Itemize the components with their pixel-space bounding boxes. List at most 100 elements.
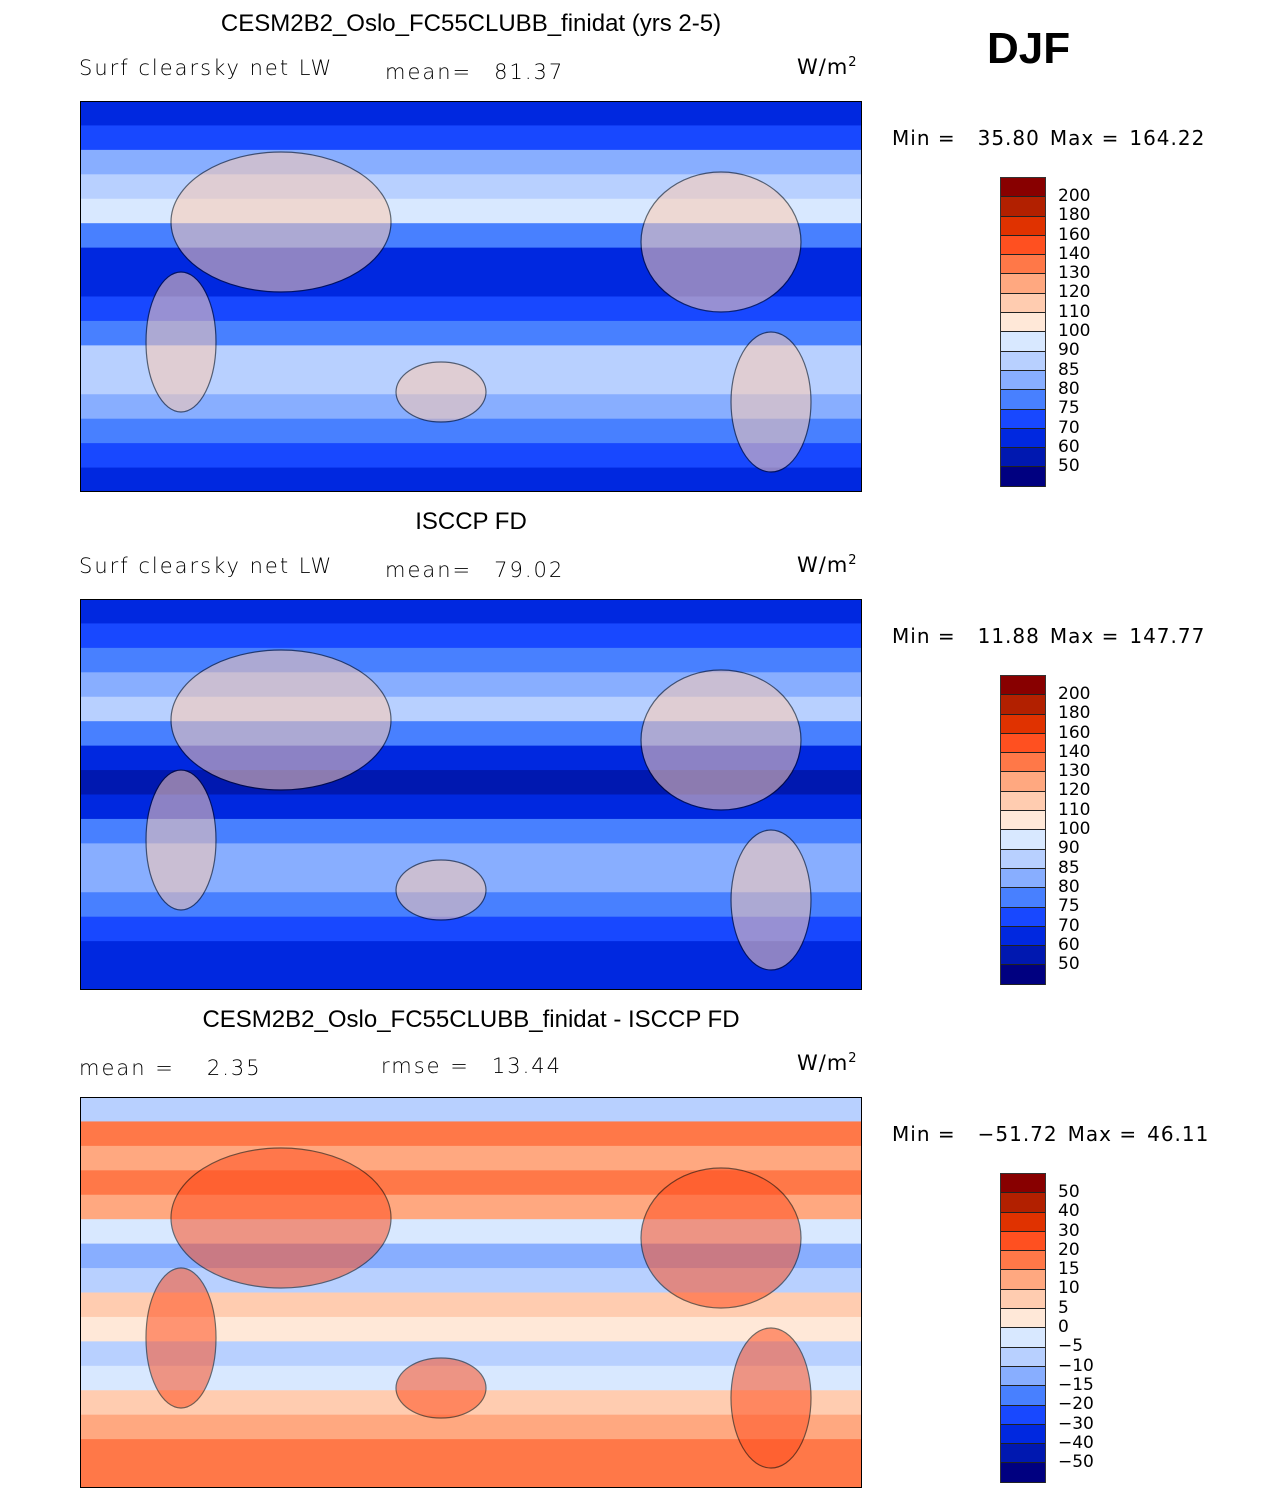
panel-title: CESM2B2_Oslo_FC55CLUBB_finidat (yrs 2-5) xyxy=(220,10,722,37)
colorbar-swatch xyxy=(1001,1193,1045,1213)
colorbar-swatch xyxy=(1001,772,1045,792)
colorbar-swatch xyxy=(1001,1386,1045,1406)
field-band xyxy=(81,916,861,944)
colorbar-swatch xyxy=(1001,428,1045,449)
continent-outline xyxy=(640,171,802,313)
colorbar-swatch xyxy=(1001,695,1045,715)
colorbar-tick-label: 70 xyxy=(1058,915,1080,936)
colorbar-tick-label: 90 xyxy=(1058,838,1080,859)
colorbar-swatch xyxy=(1001,1289,1045,1310)
field-band xyxy=(81,1439,861,1466)
mean-label-text: mean = xyxy=(79,1056,175,1080)
colorbar-swatch xyxy=(1001,274,1045,294)
colorbar-tick-label: 100 xyxy=(1058,321,1091,342)
map-panel xyxy=(80,599,862,990)
colorbar-swatch xyxy=(1001,830,1045,850)
continent-outline xyxy=(145,271,217,413)
colorbar-tick-label: 110 xyxy=(1058,799,1091,820)
colorbar-swatch xyxy=(1001,235,1045,256)
colorbar-swatch xyxy=(1001,332,1045,352)
colorbar-swatch xyxy=(1001,888,1045,908)
colorbar-tick-label: 40 xyxy=(1058,1201,1080,1222)
colorbar-tick-label: 30 xyxy=(1058,1220,1080,1241)
colorbar-tick-label: −30 xyxy=(1058,1413,1094,1434)
colorbar-tick-label: 50 xyxy=(1058,954,1080,975)
units-label: W/m2 xyxy=(797,55,858,79)
colorbar-swatch xyxy=(1001,370,1045,391)
min-max-readout: Min = −51.72 Max = 46.11 xyxy=(892,1122,1210,1146)
field-band xyxy=(81,600,861,626)
colorbar-swatch xyxy=(1001,868,1045,889)
mean-label-text: mean= xyxy=(385,60,473,84)
colorbar-swatch xyxy=(1001,1366,1045,1387)
units-label: W/m2 xyxy=(797,553,858,577)
colorbar-swatch xyxy=(1001,946,1045,966)
continent-outline xyxy=(170,1147,392,1289)
colorbar-swatch xyxy=(1001,448,1045,468)
colorbar-swatch xyxy=(1001,1251,1045,1271)
colorbar-tick-label: 140 xyxy=(1058,741,1091,762)
colorbar-tick-label: 160 xyxy=(1058,224,1091,245)
colorbar-tick-label: 180 xyxy=(1058,703,1091,724)
field-band xyxy=(81,102,861,128)
colorbar-swatch xyxy=(1001,965,1045,985)
season-label: DJF xyxy=(987,24,1071,73)
map-panel xyxy=(80,101,862,492)
min-max-readout: Min = 11.88 Max = 147.77 xyxy=(892,624,1206,648)
colorbar-swatch xyxy=(1001,293,1045,314)
colorbar-swatch xyxy=(1001,811,1045,831)
field-band xyxy=(81,647,861,675)
colorbar-tick-label: 130 xyxy=(1058,761,1091,782)
field-band xyxy=(81,623,861,650)
colorbar-tick-label: 120 xyxy=(1058,780,1091,801)
continent-outline xyxy=(395,1357,487,1419)
colorbar-tick-label: 50 xyxy=(1058,1182,1080,1202)
field-band xyxy=(81,1098,861,1124)
colorbar-swatch xyxy=(1001,390,1045,410)
colorbar-labels: 200 180 160 140 130 120 110 100 90 85 80 75 70 60 50 xyxy=(1058,684,1091,975)
min-max-readout: Min = 35.80 Max = 164.22 xyxy=(892,126,1206,150)
colorbar xyxy=(1000,675,1046,985)
variable-label: Surf clearsky net LW xyxy=(79,56,334,80)
colorbar-tick-label: 60 xyxy=(1058,934,1080,955)
mean-value: 79.02 xyxy=(494,558,565,582)
continent-outline xyxy=(145,1267,217,1409)
colorbar-swatch xyxy=(1001,178,1045,198)
colorbar-tick-label: 120 xyxy=(1058,282,1091,303)
continent-outline xyxy=(395,859,487,921)
colorbar-swatch xyxy=(1001,1444,1045,1464)
colorbar-tick-label: −40 xyxy=(1058,1432,1094,1453)
colorbar-tick-label: 70 xyxy=(1058,417,1080,438)
colorbar-tick-label: 20 xyxy=(1058,1239,1080,1260)
colorbar-tick-label: −15 xyxy=(1058,1374,1094,1395)
colorbar-swatch xyxy=(1001,791,1045,812)
colorbar-tick-label: 60 xyxy=(1058,436,1080,457)
continent-outline xyxy=(730,331,812,473)
map-panel xyxy=(80,1097,862,1488)
colorbar-swatch xyxy=(1001,907,1045,927)
colorbar-tick-label: 90 xyxy=(1058,340,1080,361)
colorbar-swatch xyxy=(1001,733,1045,754)
continent-outline xyxy=(395,361,487,423)
colorbar-tick-label: 130 xyxy=(1058,263,1091,284)
colorbar-swatch xyxy=(1001,313,1045,333)
colorbar-swatch xyxy=(1001,409,1045,429)
mean-value: 2.35 xyxy=(206,1056,262,1080)
colorbar xyxy=(1000,177,1046,487)
continent-outline xyxy=(730,829,812,971)
colorbar-swatch xyxy=(1001,753,1045,773)
panel-title: ISCCP FD xyxy=(415,508,527,535)
mean-label: mean = 2.35 xyxy=(79,1056,262,1080)
colorbar-swatch xyxy=(1001,467,1045,487)
field-band xyxy=(81,941,861,968)
colorbar-tick-label: 140 xyxy=(1058,243,1091,264)
field-band xyxy=(81,418,861,446)
colorbar-tick-label: 160 xyxy=(1058,722,1091,743)
colorbar-swatch xyxy=(1001,676,1045,696)
colorbar-swatch xyxy=(1001,1405,1045,1425)
field-band xyxy=(81,1414,861,1442)
units-label: W/m2 xyxy=(797,1051,858,1075)
field-band xyxy=(81,443,861,470)
colorbar-swatch xyxy=(1001,1174,1045,1194)
variable-label: Surf clearsky net LW xyxy=(79,554,334,578)
